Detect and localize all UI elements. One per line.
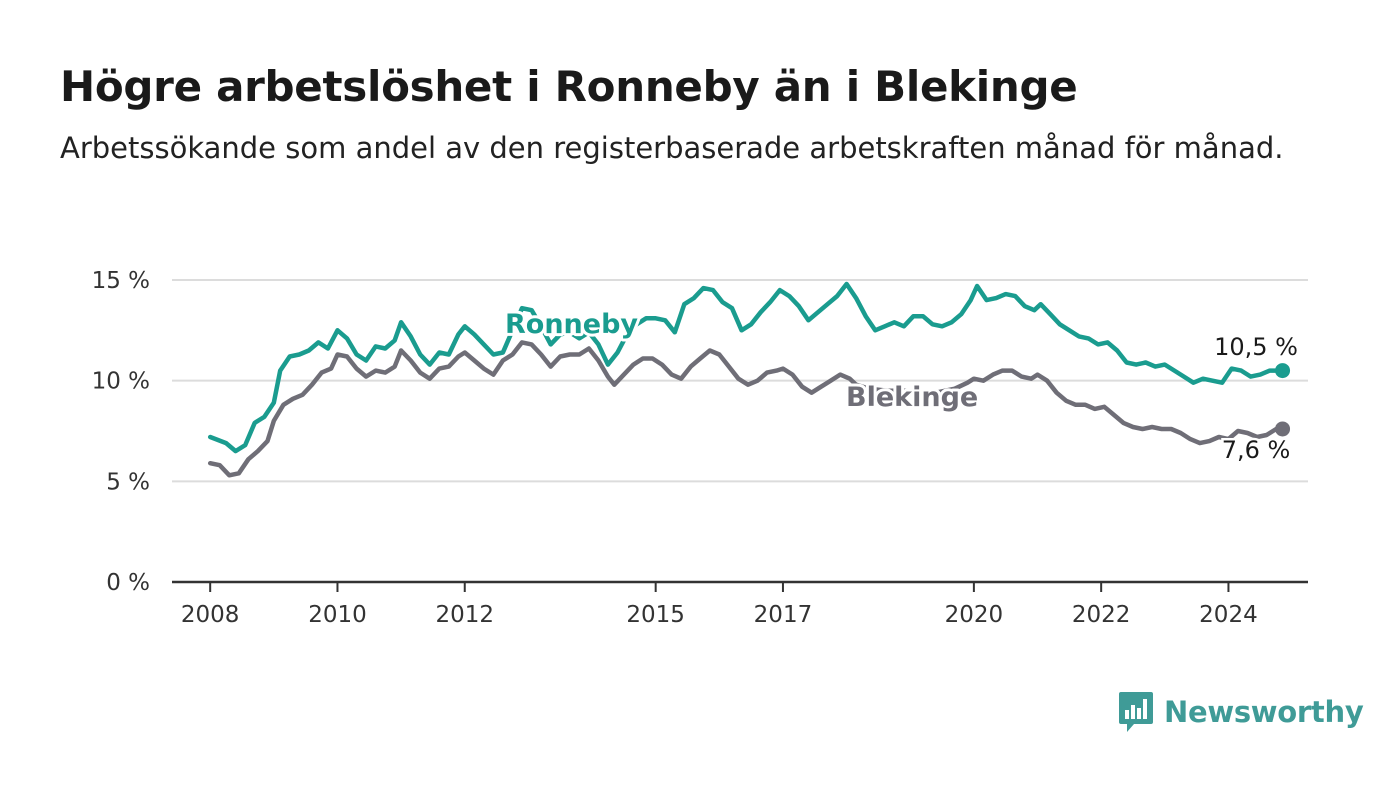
series-label-ronneby: Ronneby — [505, 309, 638, 340]
chart-subtitle: Arbetssökande som andel av den registerb… — [60, 131, 1284, 165]
brand-name: Newsworthy — [1164, 695, 1364, 729]
newsworthy-logo-icon — [1119, 692, 1153, 732]
x-tick-label: 2008 — [181, 602, 240, 628]
series-line-ronneby — [207, 281, 1285, 454]
x-tick-label: 2010 — [308, 602, 367, 628]
x-tick-label: 2012 — [435, 602, 494, 628]
y-tick-label: 0 % — [106, 570, 150, 596]
series-line-blekinge — [207, 340, 1285, 478]
end-value-label: 7,6 % — [1222, 436, 1291, 464]
x-axis: 2008 2010 2012 2015 2017 2020 2022 2024 — [172, 580, 1308, 628]
y-tick-label: 10 % — [92, 369, 150, 395]
x-tick-label: 2017 — [754, 602, 813, 628]
chart-title: Högre arbetslöshet i Ronneby än i Blekin… — [60, 62, 1078, 111]
x-tick-label: 2020 — [945, 602, 1004, 628]
x-tick-label: 2024 — [1199, 602, 1258, 628]
series-labels: Ronneby Blekinge 10,5 % 7,6 % — [502, 306, 1300, 467]
series-lines — [207, 281, 1291, 478]
end-value-label: 10,5 % — [1214, 333, 1298, 361]
end-point-ronneby — [1275, 363, 1291, 379]
x-tick-label: 2015 — [626, 602, 685, 628]
y-tick-label: 15 % — [92, 268, 150, 294]
y-axis: 0 % 5 % 10 % 15 % — [92, 268, 150, 596]
end-point-blekinge — [1275, 421, 1291, 437]
x-tick-label: 2022 — [1072, 602, 1131, 628]
brand-logo: Newsworthy — [1118, 690, 1364, 734]
y-tick-label: 5 % — [106, 469, 150, 495]
series-label-blekinge: Blekinge — [846, 382, 978, 413]
